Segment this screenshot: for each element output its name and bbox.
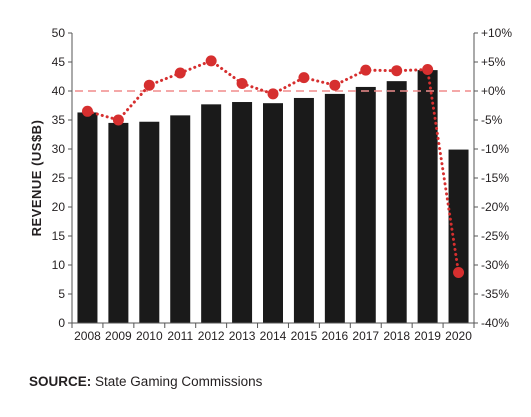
right-tick-label: -25% — [481, 229, 509, 243]
change-marker-2010 — [143, 79, 155, 91]
bar-2009 — [108, 122, 129, 324]
right-tick-label: -35% — [481, 287, 509, 301]
bar-2010 — [139, 121, 160, 324]
right-tick-label: +5% — [481, 55, 506, 69]
source-label: SOURCE: — [29, 374, 92, 389]
right-axis-ticks: -40% -35% -30% -25% -20% -15% -10% -5% +0% +5% +10… — [474, 26, 512, 330]
change-marker-2014 — [267, 88, 279, 100]
y-axis-title: REVENUE (US$B) — [29, 120, 44, 237]
x-tick-label: 2014 — [260, 329, 287, 343]
left-tick-label: 10 — [52, 258, 66, 272]
x-tick-label: 2012 — [198, 329, 225, 343]
bar-2011 — [170, 115, 191, 323]
left-tick-label: 25 — [52, 171, 66, 185]
left-tick-label: 40 — [52, 84, 66, 98]
bar-2017 — [355, 86, 376, 323]
x-tick-label: 2018 — [383, 329, 410, 343]
x-axis-ticks: 2008 2009 2010 2011 2012 2013 2014 2015 2016 2017… — [71, 323, 475, 343]
change-marker-2020 — [453, 267, 465, 279]
change-marker-2011 — [174, 67, 186, 79]
left-tick-label: 15 — [52, 229, 66, 243]
right-tick-label: -20% — [481, 200, 509, 214]
bar-2014 — [263, 103, 283, 324]
bar-2019 — [417, 70, 438, 324]
change-marker-2016 — [329, 79, 341, 91]
bar-2016 — [324, 93, 345, 324]
bar-2015 — [293, 97, 314, 324]
left-tick-label: 50 — [52, 26, 66, 40]
change-marker-2012 — [205, 55, 217, 67]
left-axis-ticks: 0 5 10 15 20 25 30 35 40 45 50 — [52, 26, 72, 330]
change-marker-2009 — [112, 114, 124, 126]
bar-2013 — [232, 102, 253, 324]
left-tick-label: 0 — [58, 316, 65, 330]
change-marker-2017 — [360, 64, 372, 76]
right-tick-label: -5% — [481, 113, 503, 127]
x-tick-label: 2010 — [136, 329, 163, 343]
x-tick-label: 2008 — [74, 329, 101, 343]
right-tick-label: -30% — [481, 258, 509, 272]
chart: 0 5 10 15 20 25 30 35 40 45 50 -40% -35% -30% -25% -20… — [29, 26, 512, 343]
bar-2008 — [77, 112, 98, 324]
source-note: SOURCE: State Gaming Commissions — [29, 374, 262, 389]
x-tick-label: 2013 — [229, 329, 256, 343]
right-tick-label: -40% — [481, 316, 509, 330]
left-tick-label: 5 — [58, 287, 65, 301]
right-tick-label: -15% — [481, 171, 509, 185]
bar-2012 — [201, 104, 222, 323]
change-marker-2008 — [81, 105, 93, 117]
x-tick-label: 2020 — [445, 329, 472, 343]
right-tick-label: +10% — [481, 26, 512, 40]
change-marker-2018 — [391, 65, 403, 77]
change-line-layer — [81, 55, 465, 279]
x-tick-label: 2016 — [321, 329, 348, 343]
left-tick-label: 20 — [52, 200, 66, 214]
bar-2020 — [448, 149, 469, 323]
left-tick-label: 45 — [52, 55, 66, 69]
x-tick-label: 2015 — [291, 329, 318, 343]
left-tick-label: 35 — [52, 113, 66, 127]
bars-layer — [77, 70, 469, 324]
change-marker-2015 — [298, 72, 310, 84]
x-tick-label: 2009 — [105, 329, 132, 343]
left-tick-label: 30 — [52, 142, 66, 156]
right-tick-label: +0% — [481, 84, 506, 98]
change-marker-2013 — [236, 77, 248, 89]
bar-2018 — [386, 81, 407, 323]
x-tick-label: 2019 — [414, 329, 441, 343]
source-text: State Gaming Commissions — [95, 374, 263, 389]
x-tick-label: 2017 — [352, 329, 379, 343]
x-tick-label: 2011 — [167, 329, 193, 343]
right-tick-label: -10% — [481, 142, 509, 156]
change-marker-2019 — [422, 64, 434, 76]
